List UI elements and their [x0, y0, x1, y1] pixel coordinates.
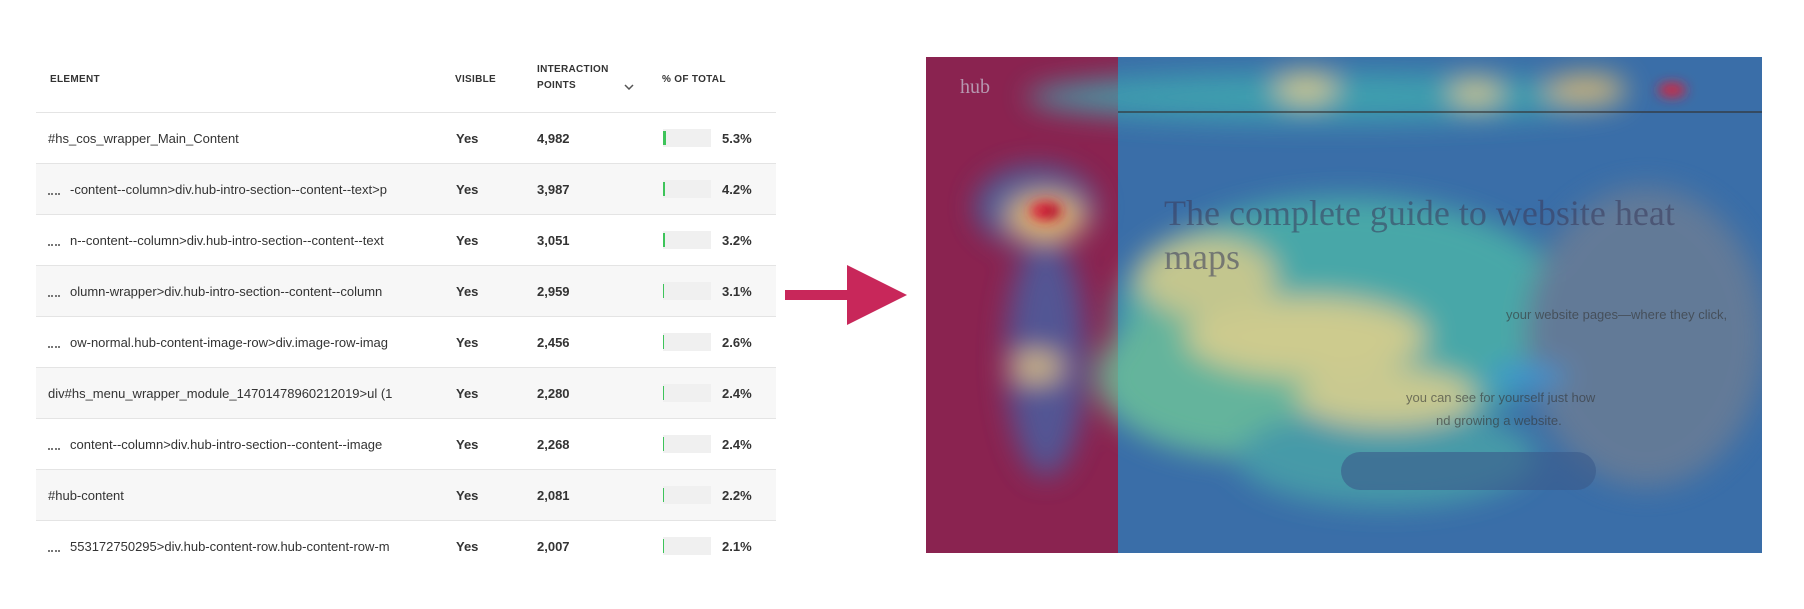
element-cell: n--content--column>div.hub-intro-section…	[48, 215, 448, 266]
table-row[interactable]: div#hs_menu_wrapper_module_1470147896021…	[36, 367, 776, 419]
visible-cell: Yes	[456, 284, 479, 299]
element-cell: content--column>div.hub-intro-section--c…	[48, 419, 448, 470]
element-text: n--content--column>div.hub-intro-section…	[70, 233, 384, 248]
element-text: #hs_cos_wrapper_Main_Content	[48, 131, 239, 146]
element-cell: #hs_cos_wrapper_Main_Content	[48, 113, 448, 164]
visible-cell: Yes	[456, 233, 479, 248]
table-row[interactable]: olumn-wrapper>div.hub-intro-section--con…	[36, 265, 776, 317]
element-cell: ow-normal.hub-content-image-row>div.imag…	[48, 317, 448, 368]
truncate-icon	[48, 289, 60, 297]
share-bar	[663, 437, 665, 451]
points-cell: 2,007	[537, 539, 570, 554]
header-share: % OF TOTAL	[662, 74, 726, 85]
table-row[interactable]: 553172750295>div.hub-content-row.hub-con…	[36, 520, 776, 572]
points-cell: 2,456	[537, 335, 570, 350]
table-row[interactable]: -content--column>div.hub-intro-section--…	[36, 163, 776, 215]
share-cell: 3.1%	[722, 284, 752, 299]
heatmap: hub The complete guide to website heat m…	[926, 57, 1762, 553]
element-cell: 553172750295>div.hub-content-row.hub-con…	[48, 521, 448, 572]
share-cell: 2.2%	[722, 488, 752, 503]
element-text: #hub-content	[48, 488, 124, 503]
table-row[interactable]: #hs_cos_wrapper_Main_Content Yes 4,982 5.3%	[36, 112, 776, 164]
heatmap-text: nd growing a website.	[1436, 413, 1562, 428]
share-cell: 4.2%	[722, 182, 752, 197]
heatmap-text: you can see for yourself just how	[1406, 390, 1596, 405]
share-track	[663, 384, 711, 402]
points-cell: 3,987	[537, 182, 570, 197]
truncate-icon	[48, 238, 60, 246]
share-cell: 2.4%	[722, 437, 752, 452]
share-track	[663, 282, 711, 300]
share-bar	[663, 131, 666, 145]
truncate-icon	[48, 544, 60, 552]
points-cell: 2,268	[537, 437, 570, 452]
visible-cell: Yes	[456, 131, 479, 146]
arrow	[785, 265, 907, 325]
table-row[interactable]: #hub-content Yes 2,081 2.2%	[36, 469, 776, 521]
points-cell: 2,280	[537, 386, 570, 401]
share-bar	[663, 233, 665, 247]
share-track	[663, 486, 711, 504]
share-cell: 2.1%	[722, 539, 752, 554]
share-bar	[663, 182, 666, 196]
element-text: div#hs_menu_wrapper_module_1470147896021…	[48, 386, 393, 401]
share-track	[663, 180, 711, 198]
table-row[interactable]: ow-normal.hub-content-image-row>div.imag…	[36, 316, 776, 368]
header-element: ELEMENT	[50, 74, 100, 85]
share-track	[663, 129, 711, 147]
element-cell: #hub-content	[48, 470, 448, 521]
header-points[interactable]: INTERACTION	[537, 64, 609, 75]
points-cell: 2,081	[537, 488, 570, 503]
points-cell: 3,051	[537, 233, 570, 248]
points-cell: 2,959	[537, 284, 570, 299]
share-cell: 5.3%	[722, 131, 752, 146]
share-bar	[663, 386, 665, 400]
element-text: 553172750295>div.hub-content-row.hub-con…	[70, 539, 390, 554]
sort-icon[interactable]	[624, 84, 634, 90]
share-bar	[663, 284, 665, 298]
share-track	[663, 231, 711, 249]
share-cell: 2.4%	[722, 386, 752, 401]
truncate-icon	[48, 187, 60, 195]
visible-cell: Yes	[456, 488, 479, 503]
share-bar	[663, 335, 665, 349]
visible-cell: Yes	[456, 335, 479, 350]
element-text: ow-normal.hub-content-image-row>div.imag…	[70, 335, 389, 350]
share-track	[663, 537, 711, 555]
heatmap-text: your website pages—where they click,	[1506, 307, 1727, 322]
element-text: olumn-wrapper>div.hub-intro-section--con…	[70, 284, 383, 299]
heatmap-title: The complete guide to website heat maps	[1164, 193, 1684, 277]
header-points[interactable]: POINTS	[537, 80, 577, 91]
share-track	[663, 435, 711, 453]
heatmap-logo: hub	[960, 76, 990, 98]
element-text: -content--column>div.hub-intro-section--…	[70, 182, 387, 197]
points-cell: 4,982	[537, 131, 570, 146]
share-cell: 2.6%	[722, 335, 752, 350]
element-cell: -content--column>div.hub-intro-section--…	[48, 164, 448, 215]
table-row[interactable]: content--column>div.hub-intro-section--c…	[36, 418, 776, 470]
truncate-icon	[48, 340, 60, 348]
share-bar	[663, 539, 664, 553]
header-visible: VISIBLE	[455, 74, 496, 85]
share-bar	[663, 488, 665, 502]
element-cell: olumn-wrapper>div.hub-intro-section--con…	[48, 266, 448, 317]
share-track	[663, 333, 711, 351]
visible-cell: Yes	[456, 539, 479, 554]
visible-cell: Yes	[456, 437, 479, 452]
visible-cell: Yes	[456, 386, 479, 401]
table-row[interactable]: n--content--column>div.hub-intro-section…	[36, 214, 776, 266]
share-cell: 3.2%	[722, 233, 752, 248]
visible-cell: Yes	[456, 182, 479, 197]
truncate-icon	[48, 442, 60, 450]
element-cell: div#hs_menu_wrapper_module_1470147896021…	[48, 368, 448, 419]
element-text: content--column>div.hub-intro-section--c…	[70, 437, 383, 452]
